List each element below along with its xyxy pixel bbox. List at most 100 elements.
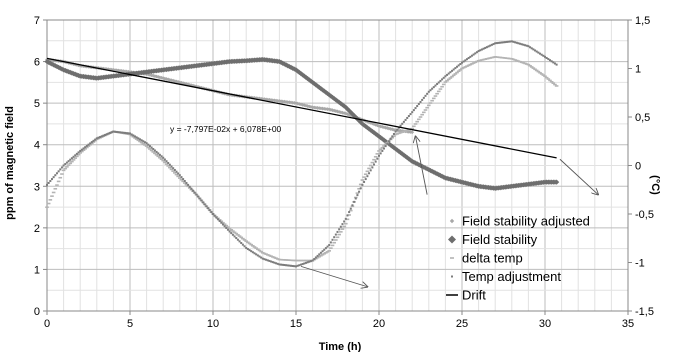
data-point (133, 135, 136, 138)
data-point (336, 230, 339, 233)
series-drift (46, 57, 557, 159)
data-point (344, 222, 348, 225)
data-point (422, 96, 425, 99)
data-point (221, 223, 224, 226)
x-tick-label: 5 (127, 318, 133, 330)
data-point (166, 77, 171, 82)
data-point (532, 48, 535, 51)
data-point (364, 178, 367, 181)
data-point (438, 88, 443, 90)
data-point (371, 130, 377, 136)
data-point (76, 63, 81, 68)
data-point (402, 120, 405, 123)
data-point (305, 104, 310, 108)
data-point (63, 167, 68, 170)
data-point (355, 192, 360, 194)
data-point (477, 50, 480, 53)
data-point (173, 172, 177, 174)
data-point (324, 90, 331, 97)
arrows (300, 136, 598, 286)
data-point (397, 150, 404, 156)
data-point (318, 85, 324, 92)
data-point (99, 135, 102, 138)
data-point (494, 42, 497, 45)
data-point (54, 174, 57, 177)
data-point (207, 207, 210, 210)
data-point (93, 139, 97, 142)
data-point (91, 141, 96, 143)
data-point (152, 148, 155, 151)
data-point (450, 75, 454, 78)
data-point (453, 73, 458, 75)
data-point (161, 76, 166, 81)
data-point (306, 77, 312, 83)
data-point (451, 69, 454, 72)
data-point (548, 59, 551, 62)
data-point (371, 166, 374, 169)
data-point (178, 177, 182, 179)
data-point (293, 265, 296, 268)
data-point (138, 140, 142, 143)
data-point (162, 76, 167, 81)
data-point (168, 163, 171, 166)
data-point (528, 64, 532, 67)
data-point (338, 228, 341, 231)
data-point (372, 158, 376, 161)
data-point (459, 63, 462, 66)
data-point (129, 132, 131, 135)
data-point (61, 169, 66, 172)
data-point (158, 156, 162, 159)
data-point (553, 62, 556, 65)
data-point (138, 138, 141, 141)
data-point (190, 187, 193, 190)
data-point (71, 159, 76, 161)
data-point (394, 130, 397, 133)
data-point (485, 46, 488, 49)
series-temp-adjustment (46, 40, 558, 268)
data-point (294, 101, 298, 106)
data-point (366, 126, 372, 132)
data-point (465, 58, 468, 61)
data-point (84, 146, 87, 149)
data-point (502, 41, 505, 44)
data-point (321, 88, 327, 94)
data-point (333, 97, 339, 103)
data-point (378, 148, 383, 151)
data-point (373, 122, 378, 127)
data-point (347, 112, 352, 117)
data-point (309, 260, 312, 263)
data-point (198, 197, 201, 200)
y2-tick-label: -0,5 (635, 209, 654, 221)
data-point (51, 191, 56, 194)
data-point (425, 106, 429, 109)
data-point (524, 44, 527, 47)
data-point (133, 137, 137, 139)
data-point (216, 218, 219, 221)
data-point (176, 175, 180, 178)
data-point (389, 143, 395, 149)
data-point (69, 158, 72, 161)
data-point (492, 43, 495, 46)
data-point (458, 69, 463, 71)
data-point (183, 180, 186, 183)
y-tick-label: 2 (34, 223, 40, 235)
data-point (535, 50, 538, 53)
data-point (88, 143, 92, 146)
data-point (303, 262, 306, 265)
data-point (474, 52, 477, 55)
data-point (362, 176, 366, 178)
data-point (484, 46, 487, 49)
data-point (52, 176, 55, 179)
data-point (241, 243, 244, 246)
data-point (380, 124, 385, 129)
data-point (359, 121, 365, 127)
data-point (49, 180, 52, 183)
data-point (45, 206, 49, 209)
data-point (547, 58, 550, 61)
data-point (50, 178, 53, 181)
data-point (541, 74, 546, 76)
data-point (285, 264, 288, 267)
data-point (464, 59, 467, 62)
data-point (384, 145, 387, 148)
data-point (520, 43, 523, 46)
